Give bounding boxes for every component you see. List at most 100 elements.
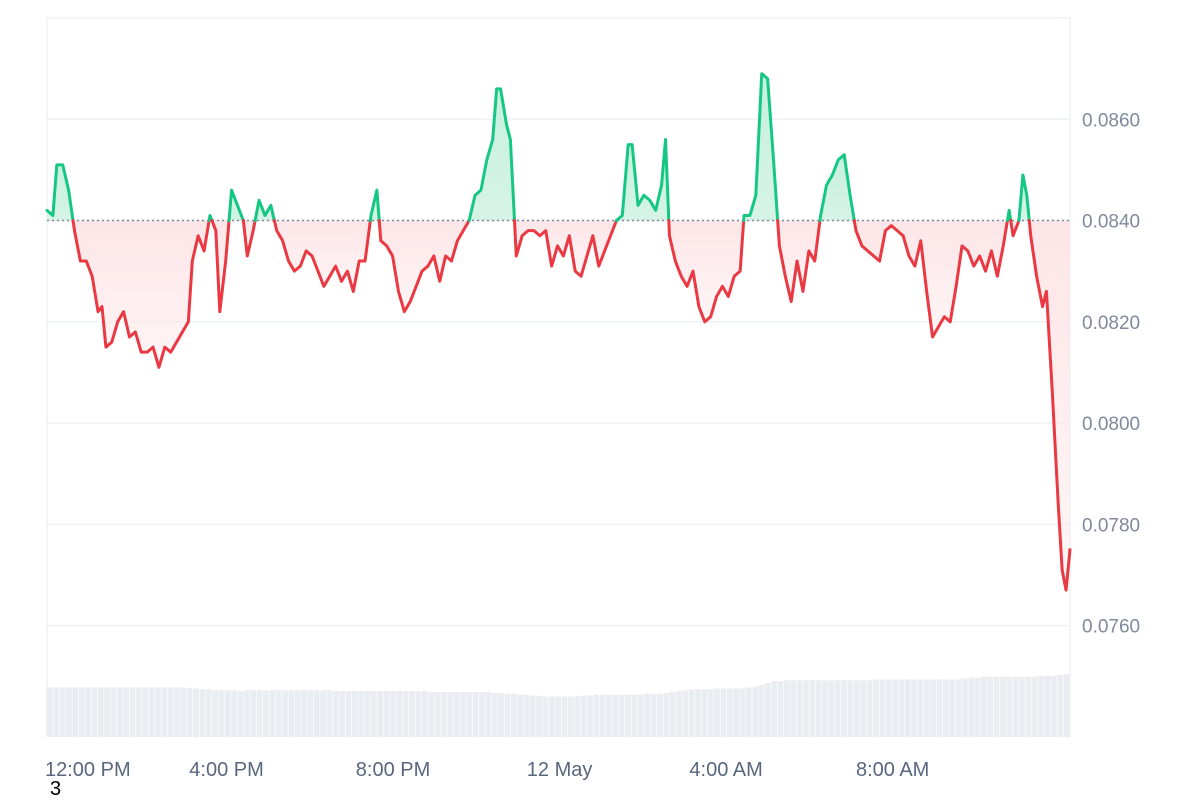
volume-bar (1038, 675, 1044, 737)
corner-label: 3 (50, 778, 62, 800)
volume-bar (110, 687, 117, 737)
volume-bar (53, 687, 60, 737)
volume-bar (739, 688, 746, 737)
volume-bar (917, 679, 924, 737)
volume-bar (383, 691, 390, 737)
volume-bar (911, 679, 917, 737)
volume-bar (78, 687, 85, 737)
volume-bar (758, 684, 765, 737)
volume-bar (498, 692, 504, 737)
price-line-up (207, 213, 214, 223)
volume-bar (320, 690, 326, 737)
volume-bar (974, 677, 981, 737)
volume-bar (936, 679, 943, 737)
y-tick-label: 0.0800 (1082, 414, 1140, 435)
volume-bar (1057, 674, 1064, 737)
area-below-baseline (211, 220, 230, 312)
volume-bar (593, 694, 600, 737)
volume-bar (561, 696, 568, 737)
volume-bar (339, 691, 346, 737)
volume-bar (104, 687, 110, 737)
volume-bar (790, 680, 797, 737)
volume-bar (231, 690, 238, 737)
area-above-baseline (616, 139, 669, 221)
volume-bar (402, 691, 409, 737)
volume-bar (415, 691, 422, 737)
volume-bars (47, 674, 1070, 737)
volume-bar (866, 680, 873, 737)
volume-bar (1025, 676, 1032, 737)
volume-bar (1050, 675, 1057, 737)
volume-bar (625, 694, 631, 737)
volume-bar (167, 687, 174, 737)
volume-bar (243, 690, 250, 737)
volume-bar (377, 691, 384, 737)
volume-bar (409, 691, 415, 737)
volume-bar (784, 680, 790, 737)
volume-bar (529, 695, 536, 737)
price-line-down (377, 219, 471, 314)
price-line-up (45, 163, 75, 223)
volume-bar (129, 687, 136, 737)
area-above-baseline (47, 164, 74, 221)
volume-bar (809, 680, 816, 737)
volume-bar (47, 687, 53, 737)
price-line-up (614, 138, 671, 223)
x-tick-label: 8:00 AM (856, 759, 929, 781)
price-line-down (241, 219, 257, 258)
area-below-baseline (379, 220, 470, 312)
volume-bar (351, 691, 358, 737)
price-line-up (467, 87, 516, 223)
volume-bar (447, 692, 454, 737)
volume-bar (453, 692, 460, 737)
price-line-down (852, 219, 1009, 339)
x-tick-label: 12 May (527, 759, 593, 781)
volume-bar (371, 691, 377, 737)
volume-bar (841, 680, 848, 737)
volume-bar (123, 687, 130, 737)
grid-lines (46, 17, 1071, 737)
volume-bar (224, 690, 231, 737)
volume-bar (853, 680, 860, 737)
volume-bar (650, 693, 657, 737)
volume-bar (142, 687, 149, 737)
volume-bar (282, 690, 288, 737)
volume-bar (491, 692, 498, 737)
volume-bar (574, 696, 581, 737)
volume-bar (135, 687, 142, 737)
volume-bar (1012, 676, 1019, 737)
volume-bar (396, 691, 403, 737)
area-fills (47, 73, 1070, 591)
area-below-baseline (854, 220, 1008, 337)
volume-bar (942, 679, 949, 737)
volume-bar (745, 687, 752, 737)
price-line-up (368, 188, 381, 223)
volume-bar (434, 692, 441, 737)
volume-bar (637, 694, 644, 737)
volume-bar (301, 690, 307, 737)
volume-bar (269, 690, 276, 737)
volume-bar (148, 687, 155, 737)
price-line-down (776, 219, 822, 304)
volume-bar (326, 690, 333, 737)
area-below-baseline (73, 220, 210, 368)
volume-bar (313, 690, 320, 737)
volume-bar (1019, 676, 1025, 737)
volume-bar (307, 690, 314, 737)
volume-bar (218, 690, 225, 737)
volume-bar (174, 687, 180, 737)
volume-bar (186, 688, 193, 737)
volume-bar (237, 691, 244, 737)
volume-bar (733, 688, 739, 737)
volume-bar (275, 690, 282, 737)
volume-bar (1031, 676, 1038, 737)
volume-bar (263, 690, 269, 737)
y-tick-label: 0.0760 (1082, 617, 1140, 638)
volume-bar (873, 679, 879, 737)
volume-bar (993, 676, 1000, 737)
y-tick-label: 0.0840 (1082, 212, 1140, 233)
volume-bar (193, 688, 199, 737)
volume-bar (1006, 676, 1013, 737)
volume-bar (161, 687, 168, 737)
